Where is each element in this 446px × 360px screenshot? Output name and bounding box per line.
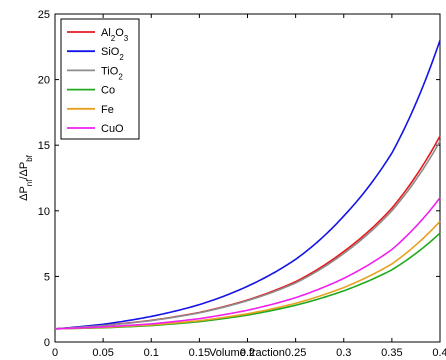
series-line-cuo	[54, 197, 441, 330]
y-tick-label: 5	[44, 271, 50, 283]
series-line-tio2	[54, 140, 441, 330]
x-tick-label: 0.25	[285, 347, 306, 359]
series-line-sio2	[54, 39, 441, 330]
y-tick-label: 10	[38, 206, 50, 218]
x-tick-label: 0.2	[240, 347, 255, 359]
y-axis-title: ΔPnf/ΔPbf	[18, 154, 34, 201]
legend-label-tio2: TiO2	[101, 65, 123, 81]
axis-ticks: 0 0.05 0.1 0.15 0.2 0.25 0.3 0.35 0.4 0 5 10 15 20 25	[38, 9, 446, 359]
legend: Al2O3 SiO2 TiO2 Co Fe CuO	[60, 18, 140, 140]
legend-label-sio2: SiO2	[101, 46, 124, 62]
x-tick-label: 0.3	[336, 347, 351, 359]
legend-label-co: Co	[101, 85, 115, 97]
x-tick-label: 0.35	[381, 347, 402, 359]
x-axis-title: Volume fraction	[209, 347, 285, 359]
legend-label-fe: Fe	[101, 104, 114, 116]
x-tick-label: 0.4	[432, 347, 446, 359]
x-tick-label: 0	[52, 347, 58, 359]
y-tick-label: 15	[38, 140, 50, 152]
y-tick-label: 20	[38, 75, 50, 87]
y-tick-label: 0	[44, 337, 50, 349]
series-lines	[54, 39, 441, 330]
x-tick-label: 0.1	[144, 347, 159, 359]
legend-label-cuo: CuO	[101, 123, 124, 135]
x-tick-label: 0.15	[189, 347, 210, 359]
y-tick-label: 25	[38, 9, 50, 21]
legend-label-al2o3: Al2O3	[101, 27, 129, 43]
legend-box	[60, 18, 140, 140]
x-tick-label: 0.05	[92, 347, 113, 359]
